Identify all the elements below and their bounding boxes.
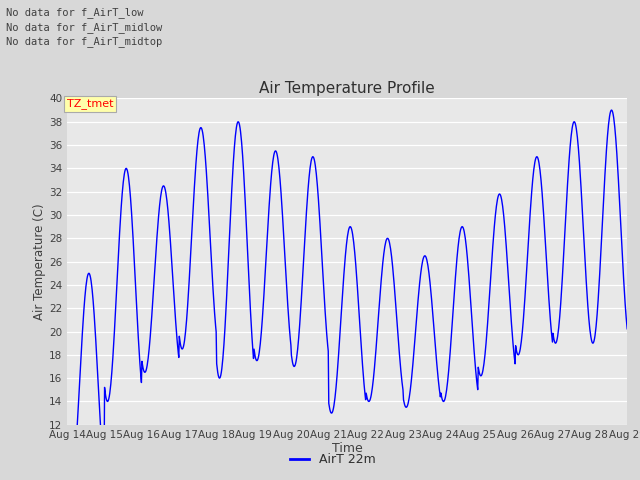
Title: Air Temperature Profile: Air Temperature Profile xyxy=(259,81,435,96)
Text: TZ_tmet: TZ_tmet xyxy=(67,98,114,109)
Text: No data for f_AirT_midtop: No data for f_AirT_midtop xyxy=(6,36,163,47)
X-axis label: Time: Time xyxy=(332,443,363,456)
Text: No data for f_AirT_low: No data for f_AirT_low xyxy=(6,7,144,18)
Y-axis label: Air Temperature (C): Air Temperature (C) xyxy=(33,204,46,320)
Legend: AirT 22m: AirT 22m xyxy=(285,448,381,471)
Text: No data for f_AirT_midlow: No data for f_AirT_midlow xyxy=(6,22,163,33)
